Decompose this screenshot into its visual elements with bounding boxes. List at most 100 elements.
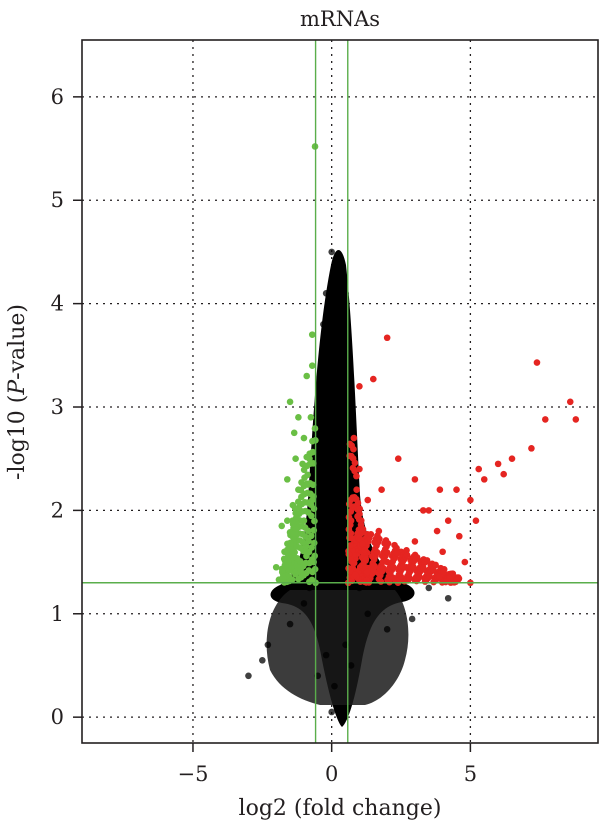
- x-tick-label-0: −5: [177, 762, 208, 786]
- up-dense-point-232: [387, 575, 395, 583]
- up-point-33: [411, 476, 419, 483]
- down-point-9: [278, 522, 286, 530]
- x-tick-label-1: 0: [325, 762, 338, 786]
- not_significant-point-26: [325, 414, 333, 421]
- not_significant-point-27: [333, 527, 341, 535]
- down-point-2: [295, 414, 302, 421]
- up-dense-point-41: [351, 459, 359, 467]
- up-dense-point-220: [452, 578, 459, 586]
- not_significant-point-11: [300, 600, 308, 607]
- up-dense-point-226: [419, 564, 427, 572]
- up-dense-point-7: [351, 467, 358, 475]
- not_significant-point-18: [444, 594, 452, 602]
- up-dense-point-34: [345, 564, 352, 572]
- x-axis: −5 0 5: [177, 743, 477, 786]
- up-point-37: [439, 548, 446, 556]
- up-dense-point-13: [345, 513, 353, 521]
- up-dense-point-68: [345, 550, 353, 558]
- threshold-lines: [82, 40, 598, 743]
- down-point-7: [283, 476, 291, 483]
- not_significant-point-9: [322, 651, 330, 659]
- up-point-39: [353, 486, 360, 494]
- up-point-43: [455, 532, 463, 540]
- down-point-20: [307, 414, 315, 421]
- up-dense-point-50: [362, 555, 370, 563]
- y-tick-label-1: 1: [51, 602, 64, 626]
- not_significant-point-17: [425, 584, 433, 592]
- down-dense-point-68: [311, 552, 318, 560]
- up-point-10: [453, 486, 460, 494]
- up-point-12: [433, 527, 441, 535]
- not_significant-point-23: [306, 584, 313, 592]
- up-dense-point-218: [426, 573, 433, 580]
- up-dense-point-239: [423, 557, 431, 564]
- down-dense-point-107: [307, 532, 315, 540]
- down-dense-point-7: [301, 474, 308, 481]
- up-dense-point-72: [354, 499, 362, 507]
- up-dense-point-53: [359, 525, 367, 533]
- y-tick-label-4: 4: [51, 292, 64, 316]
- y-tick-label-2: 2: [51, 498, 64, 522]
- up-dense-point-212: [347, 530, 355, 537]
- up-dense-point-211: [389, 563, 397, 571]
- not_significant-point-3: [336, 310, 344, 318]
- up-point-11: [444, 517, 452, 525]
- up-point-38: [472, 517, 480, 525]
- data-points: [245, 143, 580, 716]
- up-dense-point-123: [347, 521, 354, 529]
- up-dense-point-236: [440, 568, 447, 576]
- up-point-14: [411, 538, 419, 545]
- not_significant-point-16: [408, 615, 416, 623]
- not_significant-point-25: [336, 445, 344, 452]
- down-dense-point-94: [309, 437, 316, 445]
- not_significant-point-7: [328, 708, 335, 716]
- up-dense-point-135: [393, 544, 400, 552]
- not_significant-point-5: [339, 341, 347, 349]
- chart-title: mRNAs: [300, 7, 380, 31]
- up-dense-point-223: [436, 573, 443, 581]
- up-dense-point-221: [409, 563, 417, 571]
- up-dense-point-222: [367, 531, 375, 538]
- up-dense-point-213: [416, 573, 423, 581]
- up-dense-point-63: [363, 576, 370, 584]
- not_significant-point-13: [264, 641, 272, 649]
- down-point-25: [308, 362, 316, 369]
- up-point-3: [541, 416, 549, 423]
- y-tick-label-5: 5: [51, 188, 64, 212]
- up-dense-point-234: [413, 554, 421, 561]
- up-point-5: [508, 455, 516, 462]
- down-point-3: [303, 372, 311, 380]
- x-tick-label-2: 5: [464, 762, 477, 786]
- up-dense-point-12: [353, 472, 360, 480]
- up-point-9: [467, 496, 474, 504]
- up-point-22: [350, 434, 358, 442]
- y-axis-label: -log10 (P-value): [5, 304, 30, 480]
- not_significant-point-15: [245, 672, 252, 680]
- up-dense-point-74: [359, 540, 366, 548]
- not_significant-point-24: [356, 584, 363, 592]
- y-tick-label-6: 6: [51, 85, 64, 109]
- up-point-40: [378, 486, 385, 494]
- up-point-20: [369, 375, 377, 383]
- up-dense-point-208: [406, 574, 413, 582]
- up-dense-point-227: [377, 578, 385, 585]
- up-dense-point-70: [350, 445, 357, 453]
- up-point-31: [461, 558, 469, 566]
- down-dense-point-82: [289, 517, 296, 524]
- not_significant-point-6: [333, 383, 341, 390]
- y-axis: 0 1 2 3 4 5 6: [51, 85, 82, 729]
- up-point-19: [383, 334, 391, 342]
- down-dense-point-70: [303, 453, 311, 461]
- up-point-42: [494, 460, 502, 468]
- up-point-2: [572, 416, 580, 423]
- up-dense-point-193: [376, 535, 383, 543]
- down-point-5: [300, 434, 308, 442]
- not_significant-point-19: [286, 620, 294, 628]
- up-dense-point-224: [393, 550, 401, 557]
- down-dense-point-102: [310, 539, 318, 547]
- not_significant-point-4: [320, 321, 327, 328]
- down-dense-point-113: [283, 546, 291, 554]
- not_significant-point-1: [322, 289, 330, 297]
- up-dense-point-79: [361, 546, 368, 554]
